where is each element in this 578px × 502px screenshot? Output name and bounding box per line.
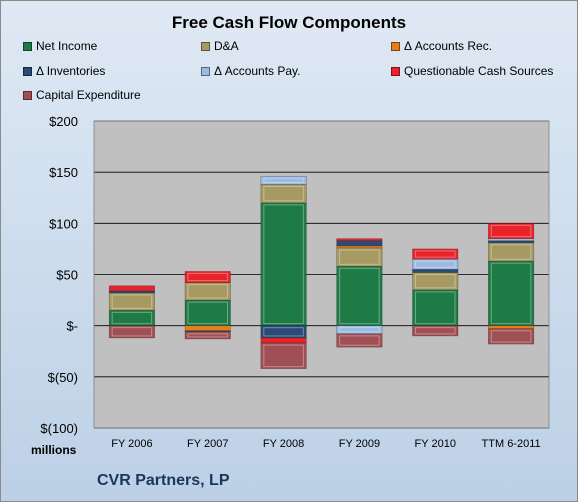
x-tick-label: TTM 6-2011 [482,438,541,450]
bar-segment-highlight [339,327,380,333]
bar-segment-highlight [490,262,532,325]
bar-segment [336,245,383,249]
bar-segment-highlight [111,294,153,309]
bar-segment [488,325,535,330]
legend-swatch [391,66,400,76]
bar-segment-highlight [187,301,228,325]
bar-segment [184,282,231,301]
legend-label: Δ Inventories [36,64,106,78]
bar-segment [412,248,459,260]
legend-label: Capital Expenditure [36,88,141,102]
legend-item: Δ Accounts Pay. [201,64,301,78]
plot-border [93,120,550,429]
bar-segment-highlight [111,311,153,325]
bar-segment [488,240,535,244]
legend-label: Δ Accounts Pay. [214,64,301,78]
bar-segment-highlight [339,249,380,265]
legend-swatch [201,41,210,51]
bar-segment-highlight [339,267,380,325]
bar-segment [336,240,383,247]
legend-swatch [201,66,210,76]
bar-segment-highlight [187,284,228,299]
bar-segment-highlight [339,335,380,346]
bar-segment [260,342,307,369]
legend-label: Δ Accounts Rec. [404,39,493,53]
bar-segment-highlight [415,250,456,258]
bar-segment [184,331,231,340]
bar-segment-highlight [415,291,456,325]
bar-segment [184,299,231,326]
bar-segment-highlight [263,185,304,202]
bar-segment [184,271,231,283]
bar-segment [260,337,307,344]
bar-segment-highlight [263,204,304,325]
bar-segment-highlight [263,344,304,368]
y-tick-label: $(50) [48,370,78,385]
bar-segment-highlight [415,273,456,289]
bar-segment [108,325,155,339]
bar-segment [184,325,231,332]
legend-item: Net Income [23,39,97,53]
bar-segment-highlight [415,260,456,268]
bar-segment [108,290,155,294]
y-tick-label: $(100) [40,421,78,436]
bar-segment-highlight [490,224,532,238]
bar-segment-highlight [187,333,228,338]
bar-segment [260,175,307,185]
y-tick-label: $- [66,319,78,334]
legend-item: Capital Expenditure [23,88,141,102]
legend-item: Δ Inventories [23,64,105,78]
legend-label: D&A [214,39,239,53]
legend-swatch [23,66,32,76]
bar-segment [108,285,155,292]
x-tick-label: FY 2007 [187,438,228,450]
bar-segment-highlight [490,330,532,343]
bar-segment [336,325,383,335]
y-tick-label: $200 [49,114,78,129]
chart-title: Free Cash Flow Components [171,13,407,32]
legend-label: Questionable Cash Sources [404,64,554,78]
bar-segment-highlight [263,177,304,183]
bar-segment [260,202,307,326]
legend-swatch [23,90,32,100]
bar-segment [336,266,383,326]
y-tick-label: $50 [56,268,78,283]
bar-segment [488,238,535,242]
bar-segment [108,292,155,311]
bar-segment [488,223,535,239]
bar-segment [412,289,459,326]
legend-swatch [23,41,32,51]
bar-segment [488,260,535,326]
x-tick-label: FY 2009 [339,438,380,450]
bar-segment-highlight [187,272,228,282]
company-name: CVR Partners, LP [97,472,230,489]
bar-segment [412,325,459,337]
bar-segment [488,328,535,345]
bar-segment [488,242,535,262]
bar-segment [336,247,383,267]
bar-segment-highlight [263,327,304,337]
legend-item: Questionable Cash Sources [391,64,553,78]
legend-item: Δ Accounts Rec. [391,39,492,53]
units-label: millions [31,443,77,457]
legend-item: D&A [201,39,239,53]
bar-segment [412,272,459,291]
legend-label: Net Income [36,39,98,53]
bar-segment-highlight [415,327,456,335]
legend-swatch [391,41,400,51]
x-tick-label: FY 2006 [111,438,152,450]
bar-segment-highlight [111,327,153,337]
bar-segment [412,269,459,273]
bar-segment [336,238,383,242]
bar-segment [336,333,383,348]
bar-segment-highlight [490,244,532,260]
y-tick-label: $150 [49,165,78,180]
x-tick-label: FY 2010 [415,438,456,450]
y-tick-label: $100 [49,216,78,231]
bar-segment [260,184,307,204]
x-tick-label: FY 2008 [263,438,304,450]
